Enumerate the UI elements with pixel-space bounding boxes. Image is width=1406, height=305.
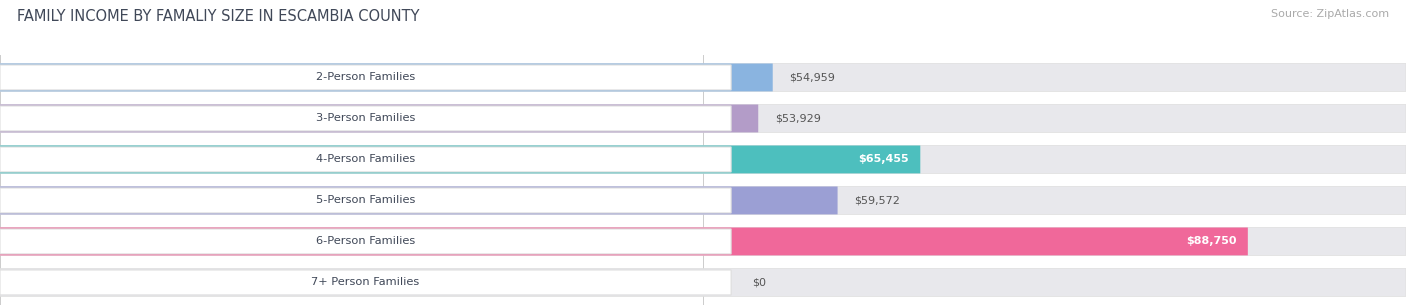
FancyBboxPatch shape <box>0 228 1406 255</box>
Text: $53,929: $53,929 <box>775 113 821 124</box>
Text: $88,750: $88,750 <box>1187 236 1237 246</box>
FancyBboxPatch shape <box>0 63 773 92</box>
Text: 5-Person Families: 5-Person Families <box>316 196 415 206</box>
Text: 3-Person Families: 3-Person Families <box>316 113 415 124</box>
FancyBboxPatch shape <box>0 187 1406 214</box>
FancyBboxPatch shape <box>0 229 731 254</box>
Text: 6-Person Families: 6-Person Families <box>316 236 415 246</box>
Text: $65,455: $65,455 <box>859 154 910 164</box>
Text: Source: ZipAtlas.com: Source: ZipAtlas.com <box>1271 9 1389 19</box>
FancyBboxPatch shape <box>0 268 1406 296</box>
FancyBboxPatch shape <box>0 228 1249 255</box>
FancyBboxPatch shape <box>0 145 1406 173</box>
FancyBboxPatch shape <box>0 270 731 295</box>
FancyBboxPatch shape <box>0 105 1406 132</box>
FancyBboxPatch shape <box>0 65 731 90</box>
Text: 2-Person Families: 2-Person Families <box>316 73 415 82</box>
FancyBboxPatch shape <box>0 63 1406 92</box>
Text: $0: $0 <box>752 278 766 287</box>
FancyBboxPatch shape <box>0 145 921 173</box>
FancyBboxPatch shape <box>0 147 731 172</box>
Text: $54,959: $54,959 <box>790 73 835 82</box>
FancyBboxPatch shape <box>0 106 731 131</box>
Text: FAMILY INCOME BY FAMALIY SIZE IN ESCAMBIA COUNTY: FAMILY INCOME BY FAMALIY SIZE IN ESCAMBI… <box>17 9 419 24</box>
FancyBboxPatch shape <box>0 187 838 214</box>
Text: 7+ Person Families: 7+ Person Families <box>312 278 419 287</box>
Text: 4-Person Families: 4-Person Families <box>316 154 415 164</box>
FancyBboxPatch shape <box>0 188 731 213</box>
FancyBboxPatch shape <box>0 105 758 132</box>
Text: $59,572: $59,572 <box>855 196 900 206</box>
